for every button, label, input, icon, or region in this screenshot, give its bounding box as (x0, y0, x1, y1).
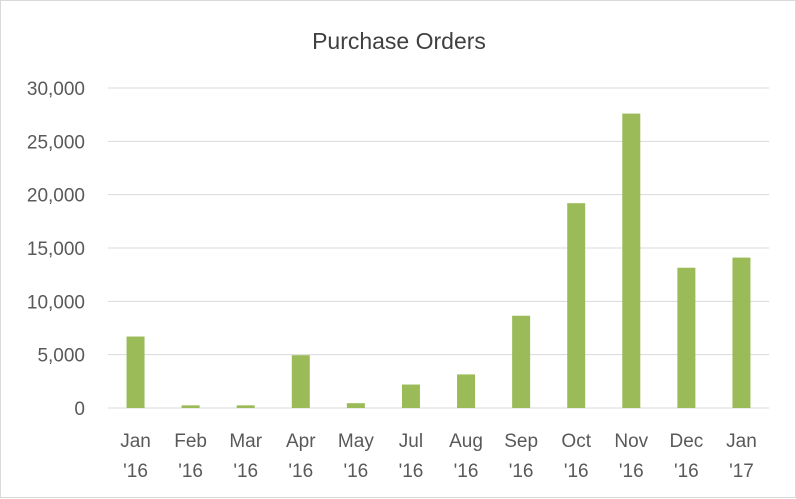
y-axis-tick-labels: 0 5,000 10,000 15,000 20,000 25,000 30,000 (27, 79, 85, 420)
y-tick-label: 5,000 (37, 346, 85, 367)
bar (291, 355, 310, 408)
x-tick-label: Jan '16 (120, 431, 151, 482)
x-tick-label: Jan '17 (726, 431, 757, 482)
y-tick-label: 0 (74, 399, 85, 420)
x-tick-label: Nov '16 (614, 431, 648, 482)
bar (677, 267, 696, 408)
x-tick-label: Sep '16 (504, 431, 538, 482)
gridlines (108, 87, 769, 409)
x-tick-label: Aug '16 (449, 431, 483, 482)
x-tick-label: Oct '16 (561, 431, 591, 482)
chart-title: Purchase Orders (312, 28, 486, 54)
y-tick-label: 25,000 (27, 132, 85, 153)
y-tick-label: 15,000 (27, 239, 85, 260)
y-tick-label: 30,000 (27, 79, 85, 100)
x-tick-label: Apr '16 (286, 431, 316, 482)
bar (236, 405, 255, 408)
bar (126, 336, 145, 408)
x-axis-tick-labels: Jan '16 Feb '16 Mar '16 Apr '16 May '16 Jul '16 Aug '… (120, 431, 757, 482)
bar (401, 384, 420, 408)
bar (567, 203, 586, 408)
x-tick-label: May '16 (338, 431, 374, 482)
bar (732, 257, 751, 408)
x-tick-label: Feb '16 (174, 431, 207, 482)
bar (181, 405, 200, 408)
y-tick-label: 10,000 (27, 292, 85, 313)
bar (512, 315, 531, 408)
x-tick-label: Mar '16 (229, 431, 262, 482)
x-tick-label: Jul '16 (399, 431, 424, 482)
bars (126, 113, 751, 408)
bar (622, 113, 641, 408)
bar (346, 403, 365, 408)
bar (457, 374, 476, 408)
y-tick-label: 20,000 (27, 186, 85, 207)
x-tick-label: Dec '16 (669, 431, 703, 482)
